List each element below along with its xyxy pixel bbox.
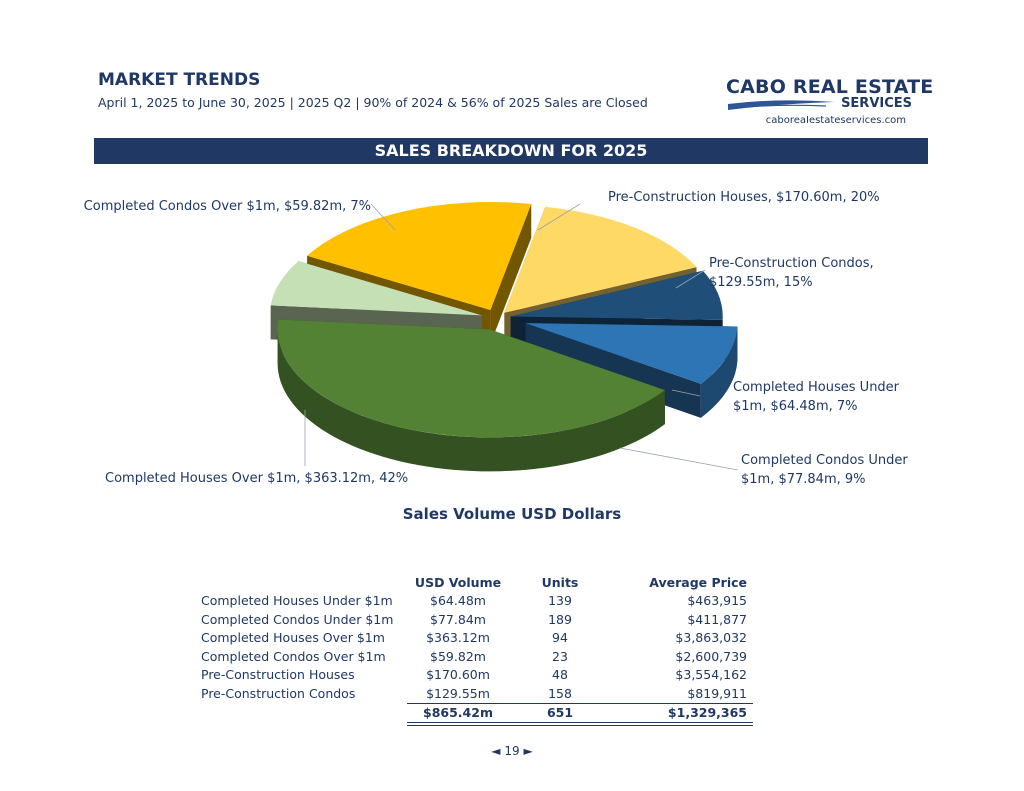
table-cell: Completed Condos Over $1m [201,648,386,664]
logo-url: caboreaIestateservices.com [765,115,906,126]
table-cell: Pre-Construction Condos [201,686,356,701]
table-cell: $77.84m [430,611,486,627]
table-header-row: USD Volume Units Average Price [195,573,753,592]
leader-line [619,447,739,471]
leader-line [675,269,706,289]
table-cell: $64.48m [430,593,486,609]
table-cell: $2,600,739 [675,648,747,664]
table-cell: 139 [548,593,572,609]
page-subtitle: April 1, 2025 to June 30, 2025 | 2025 Q2… [98,95,648,110]
page-navigation: ◄ 19 ► [0,744,1024,758]
table-cell: 94 [552,630,568,646]
table-header [195,573,407,592]
table-header: Units [541,574,579,590]
table-cell: $170.60m [426,667,490,683]
table-cell [195,703,407,724]
logo-main-text: CABO REAL ESTATE [726,76,934,98]
table-header: Average Price [649,574,747,590]
pie-slice [525,323,738,418]
table-cell: $129.55m [426,685,490,701]
table-cell: $59.82m [430,648,486,664]
page-title: MARKET TRENDS [98,70,261,90]
total-units: 651 [509,702,611,726]
table-row: Completed Condos Under $1m $77.84m 189 $… [195,610,753,629]
table-cell: $3,863,032 [675,630,747,646]
logo-swoosh-icon [728,100,834,110]
table-cell: $3,554,162 [675,667,747,683]
chart-caption: Sales Volume USD Dollars [402,505,622,523]
leader-line [370,203,396,231]
prev-page-button[interactable]: ◄ [491,744,501,758]
table-header: USD Volume [414,574,502,590]
table-row: Completed Houses Over $1m $363.12m 94 $3… [195,629,753,648]
table-cell: Pre-Construction Houses [201,667,355,683]
total-volume: $865.42m [407,702,509,726]
slice-label: Completed Condos Under $1m, $77.84m, 9% [741,453,908,487]
table-row: Completed Houses Under $1m $64.48m 139 $… [195,592,753,611]
table-cell: Completed Houses Over $1m [201,630,385,646]
slice-label: Pre-Construction Houses, $170.60m, 20% [608,190,880,205]
slice-label: Completed Houses Over $1m, $363.12m, 42% [105,471,408,486]
table-row: Pre-Construction Houses $170.60m 48 $3,5… [195,666,753,685]
leader-line [671,389,701,397]
company-logo: CABO REAL ESTATE SERVICES caboreaIestate… [722,76,933,130]
slice-label: Pre-Construction Condos, $129.55m, 15% [709,256,874,290]
sales-summary-table: USD Volume Units Average Price Completed… [195,573,753,726]
table-cell: 189 [548,611,572,627]
table-row: Pre-Construction Condos $129.55m 158 $81… [195,684,753,703]
next-page-button[interactable]: ► [523,744,533,758]
table-cell: 23 [552,648,568,664]
slice-label: Completed Houses Under $1m, $64.48m, 7% [733,380,900,414]
logo-sub-text: SERVICES [841,96,912,111]
table-cell: $411,877 [687,611,747,627]
slice-label: Completed Condos Over $1m, $59.82m, 7% [84,199,371,214]
table-cell: $819,911 [687,685,747,701]
table-cell: $363.12m [426,630,490,646]
table-cell: Completed Condos Under $1m [201,611,394,627]
table-row: Completed Condos Over $1m $59.82m 23 $2,… [195,647,753,666]
section-banner: SALES BREAKDOWN FOR 2025 [94,138,928,164]
total-average-price: $1,329,365 [611,702,753,726]
leader-line [537,203,581,231]
page-number: 19 [504,744,520,758]
pie-chart: Completed Houses Under $1m, $64.48m, 7% Co… [84,190,909,487]
table-cell: $463,915 [687,593,747,609]
table-cell: 48 [552,667,568,683]
table-cell: Completed Houses Under $1m [201,593,393,609]
table-total-row: $865.42m 651 $1,329,365 [195,702,753,726]
pie-slice [277,319,665,472]
table-cell: 158 [548,685,572,701]
